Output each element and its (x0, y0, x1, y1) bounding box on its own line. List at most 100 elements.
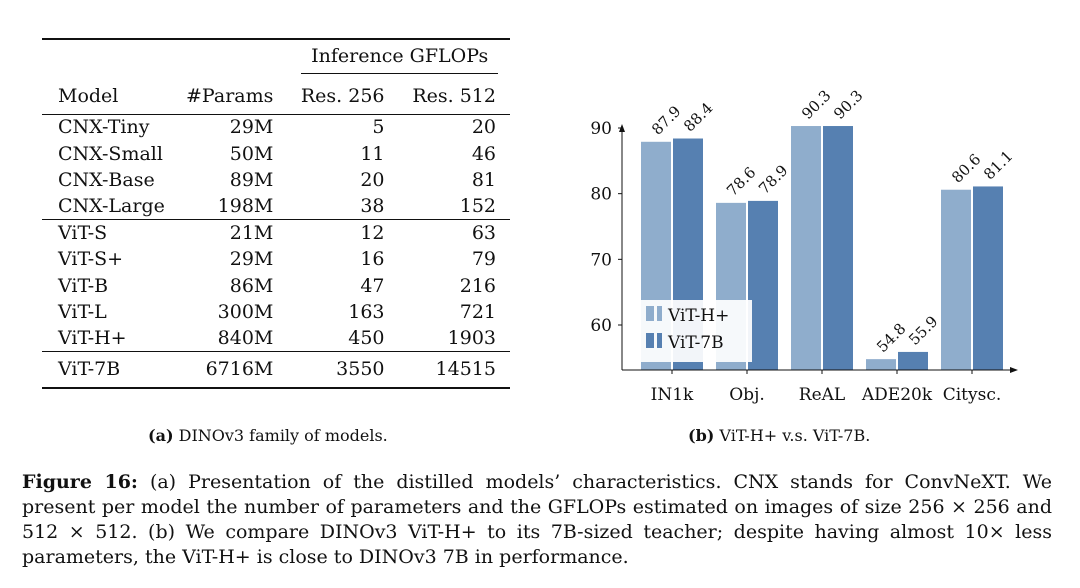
cell-res512: 46 (471, 142, 496, 165)
table-row: ViT-7B 6716M 3550 14515 (42, 351, 510, 389)
cell-model: ViT-S (42, 219, 177, 246)
figure-caption-text: (a) Presentation of the distilled models… (22, 471, 1053, 568)
x-tick-label: Citysc. (943, 385, 1002, 405)
table-row: ViT-B 86M 47 216 (42, 272, 510, 298)
table-row: ViT-L 300M 163 721 (42, 299, 510, 325)
cell-res256: 11 (360, 142, 385, 165)
data-label: 54.8 (873, 320, 909, 356)
bar-vit7b-citysc (973, 186, 1003, 370)
cell-res256: 450 (348, 327, 385, 350)
bar-vith-citysc (941, 189, 971, 370)
x-tick-label: ReAL (799, 385, 845, 405)
table-column-header-row: Model #Params Res. 256 Res. 512 (42, 78, 510, 114)
cell-res512: 1903 (447, 327, 496, 350)
cell-res512: 81 (471, 168, 496, 191)
cell-res256: 38 (360, 195, 385, 218)
data-label: 90.3 (798, 87, 834, 123)
y-tick-label: 90 (590, 119, 612, 139)
subcaption-a-label: (a) (148, 426, 174, 445)
table-row: ViT-H+ 840M 450 1903 (42, 325, 510, 351)
bar-vit7b-in1k (673, 138, 703, 370)
bar-vith-ade20k (866, 359, 896, 370)
legend-label: ViT-7B (667, 333, 724, 353)
table-row: ViT-S 21M 12 63 (42, 219, 510, 246)
data-label: 88.4 (680, 99, 716, 135)
subcaption-b: (b) ViT-H+ v.s. ViT-7B. (688, 426, 870, 445)
figure-caption: Figure 16: (a) Presentation of the disti… (22, 470, 1052, 570)
cell-model: ViT-7B (42, 351, 177, 389)
cell-params: 89M (229, 168, 274, 191)
cell-res512: 79 (471, 248, 496, 271)
cell-res512: 20 (396, 113, 510, 141)
cell-params: 198M (217, 195, 274, 218)
legend-swatch-b (657, 306, 662, 321)
y-tick-label: 80 (590, 185, 612, 205)
cell-model: CNX-Small (58, 142, 163, 165)
cell-model: CNX-Tiny (42, 113, 177, 141)
cell-params: 21M (176, 219, 286, 246)
cell-res256: 5 (285, 113, 397, 141)
table-group-header-row: Inference GFLOPs (42, 38, 510, 78)
data-label: 81.1 (980, 147, 1016, 183)
subcaption-b-label: (b) (688, 426, 715, 445)
table-row: CNX-Large 198M 38 152 (42, 193, 510, 219)
cell-model: CNX-Large (58, 195, 165, 218)
legend-swatch-b (657, 333, 662, 348)
table-row: ViT-S+ 29M 16 79 (42, 246, 510, 272)
model-table: Inference GFLOPs Model #Params Res. 256 … (42, 38, 510, 389)
x-axis-arrow-icon (1010, 367, 1018, 373)
cell-res256: 47 (360, 274, 385, 297)
cell-res256: 12 (285, 219, 397, 246)
cell-res256: 163 (348, 300, 385, 323)
data-label: 90.3 (830, 87, 866, 123)
cell-res512: 152 (459, 195, 496, 218)
gflops-group-header: Inference GFLOPs (285, 38, 510, 78)
cell-params: 840M (217, 327, 274, 350)
subcaption-b-text: ViT-H+ v.s. ViT-7B. (719, 426, 871, 445)
cell-params: 29M (176, 113, 286, 141)
cell-res512: 721 (459, 300, 496, 323)
y-axis-arrow-icon (619, 124, 625, 132)
bar-vith-real (791, 126, 821, 370)
y-tick-label: 60 (590, 316, 612, 336)
legend-swatch-a (646, 333, 654, 348)
bar-vit7b-real (823, 126, 853, 370)
x-tick-label: Obj. (729, 385, 765, 405)
bar-vith-obj (716, 202, 746, 370)
cell-res256: 20 (360, 168, 385, 191)
legend-swatch-a (646, 306, 654, 321)
cell-res512: 216 (459, 274, 496, 297)
cell-params: 300M (217, 300, 274, 323)
x-tick-label: ADE20k (861, 385, 933, 405)
subcaption-a-text: DINOv3 family of models. (178, 426, 388, 445)
figure-caption-label: Figure 16: (22, 471, 138, 493)
cell-model: CNX-Base (58, 168, 155, 191)
col-header-model: Model (58, 84, 119, 107)
col-header-res256: Res. 256 (300, 84, 385, 107)
cell-res256: 3550 (285, 351, 397, 389)
cell-params: 29M (229, 248, 274, 271)
cell-res512: 63 (396, 219, 510, 246)
cell-model: ViT-S+ (58, 248, 124, 271)
bar-vit7b-ade20k (898, 351, 928, 370)
subcaption-a: (a) DINOv3 family of models. (148, 426, 388, 445)
legend-label: ViT-H+ (667, 306, 729, 326)
table-row: CNX-Base 89M 20 81 (42, 167, 510, 193)
bar-vith-in1k (641, 141, 671, 370)
data-label: 55.9 (905, 312, 941, 348)
cell-res256: 16 (360, 248, 385, 271)
cell-model: ViT-H+ (58, 327, 127, 350)
col-header-res512: Res. 512 (412, 84, 496, 107)
data-label: 78.6 (723, 163, 759, 199)
data-label: 87.9 (648, 102, 684, 138)
cell-params: 86M (229, 274, 274, 297)
cell-res512: 14515 (396, 351, 510, 389)
cell-params: 6716M (176, 351, 286, 389)
col-header-params: #Params (186, 84, 274, 107)
y-tick-label: 70 (590, 250, 612, 270)
table-row: CNX-Small 50M 11 46 (42, 140, 510, 166)
cell-model: ViT-B (58, 274, 109, 297)
bar-vit7b-obj (748, 200, 778, 370)
data-label: 78.9 (755, 161, 791, 197)
legend-box (640, 300, 752, 362)
